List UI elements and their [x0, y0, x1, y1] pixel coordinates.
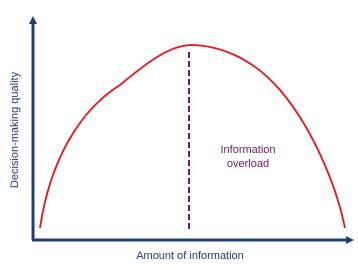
annotation-line: overload — [227, 158, 269, 170]
annotation-line: Information — [220, 144, 275, 156]
quality-curve — [39, 44, 346, 229]
x-axis-label: Amount of information — [136, 250, 244, 262]
y-axis-label: Decision-making quality — [9, 71, 21, 188]
